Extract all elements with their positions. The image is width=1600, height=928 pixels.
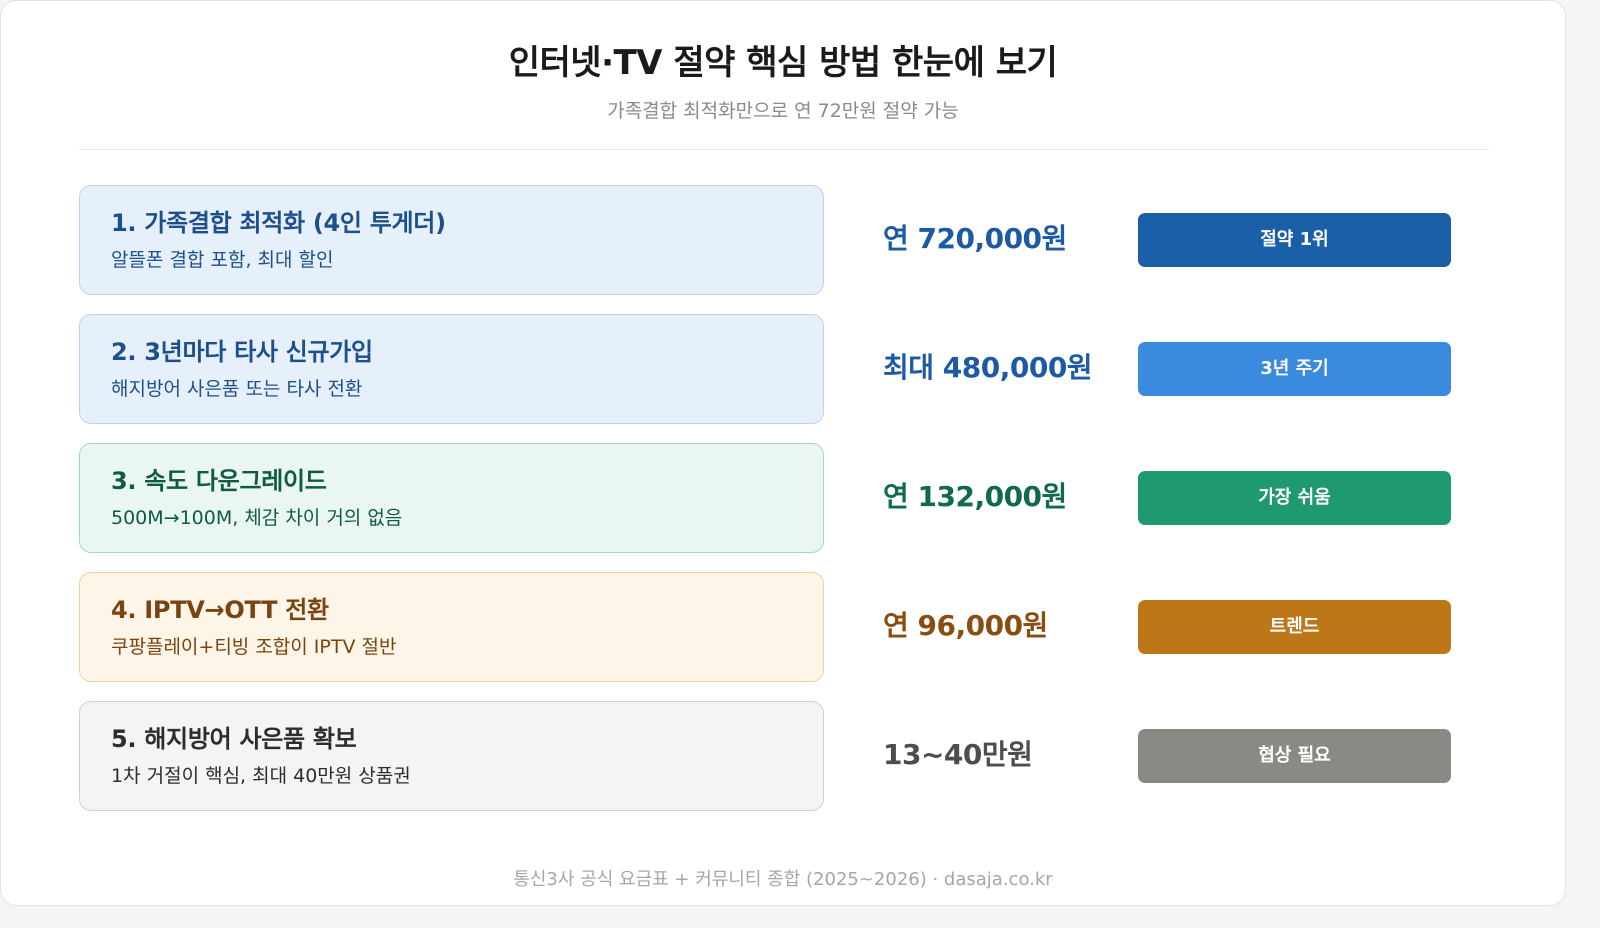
tip-title: 3. 속도 다운그레이드 xyxy=(111,467,327,495)
tip-card: 1. 가족결합 최적화 (4인 투게더) 알뜰폰 결합 포함, 최대 할인 xyxy=(79,185,824,295)
header-divider xyxy=(79,149,1489,150)
tip-badge[interactable]: 3년 주기 xyxy=(1138,342,1451,396)
tip-row: 4. IPTV→OTT 전환 쿠팡플레이+티빙 조합이 IPTV 절반 연 96… xyxy=(1,572,1565,682)
page-subtitle: 가족결합 최적화만으로 연 72만원 절약 가능 xyxy=(607,100,959,122)
tip-description: 쿠팡플레이+티빙 조합이 IPTV 절반 xyxy=(111,636,397,658)
tip-row: 1. 가족결합 최적화 (4인 투게더) 알뜰폰 결합 포함, 최대 할인 연 … xyxy=(1,185,1565,295)
savings-amount: 최대 480,000원 xyxy=(883,351,1093,384)
tip-badge[interactable]: 협상 필요 xyxy=(1138,729,1451,783)
tip-card: 5. 해지방어 사은품 확보 1차 거절이 핵심, 최대 40만원 상품권 xyxy=(79,701,824,811)
tip-description: 해지방어 사은품 또는 타사 전환 xyxy=(111,378,363,400)
tip-description: 1차 거절이 핵심, 최대 40만원 상품권 xyxy=(111,765,411,787)
tip-description: 500M→100M, 체감 차이 거의 없음 xyxy=(111,507,403,529)
savings-amount: 연 96,000원 xyxy=(883,609,1048,642)
tip-title: 2. 3년마다 타사 신규가입 xyxy=(111,338,373,366)
tip-badge[interactable]: 절약 1위 xyxy=(1138,213,1451,267)
tip-title: 1. 가족결합 최적화 (4인 투게더) xyxy=(111,209,446,237)
tip-row: 5. 해지방어 사은품 확보 1차 거절이 핵심, 최대 40만원 상품권 13… xyxy=(1,701,1565,811)
tip-row: 2. 3년마다 타사 신규가입 해지방어 사은품 또는 타사 전환 최대 480… xyxy=(1,314,1565,424)
infographic-page: 인터넷·TV 절약 핵심 방법 한눈에 보기 가족결합 최적화만으로 연 72만… xyxy=(0,0,1566,906)
tip-title: 4. IPTV→OTT 전환 xyxy=(111,596,329,624)
savings-amount: 연 720,000원 xyxy=(883,222,1067,255)
tip-title: 5. 해지방어 사은품 확보 xyxy=(111,725,357,753)
source-footer: 통신3사 공식 요금표 + 커뮤니티 종합 (2025~2026) · dasa… xyxy=(513,869,1053,890)
tip-card: 3. 속도 다운그레이드 500M→100M, 체감 차이 거의 없음 xyxy=(79,443,824,553)
tip-badge[interactable]: 가장 쉬움 xyxy=(1138,471,1451,525)
tip-row: 3. 속도 다운그레이드 500M→100M, 체감 차이 거의 없음 연 13… xyxy=(1,443,1565,553)
savings-amount: 연 132,000원 xyxy=(883,480,1067,513)
tip-card: 4. IPTV→OTT 전환 쿠팡플레이+티빙 조합이 IPTV 절반 xyxy=(79,572,824,682)
tip-card: 2. 3년마다 타사 신규가입 해지방어 사은품 또는 타사 전환 xyxy=(79,314,824,424)
savings-amount: 13~40만원 xyxy=(883,738,1033,771)
tip-badge[interactable]: 트렌드 xyxy=(1138,600,1451,654)
page-title: 인터넷·TV 절약 핵심 방법 한눈에 보기 xyxy=(508,43,1058,83)
tip-description: 알뜰폰 결합 포함, 최대 할인 xyxy=(111,249,334,271)
